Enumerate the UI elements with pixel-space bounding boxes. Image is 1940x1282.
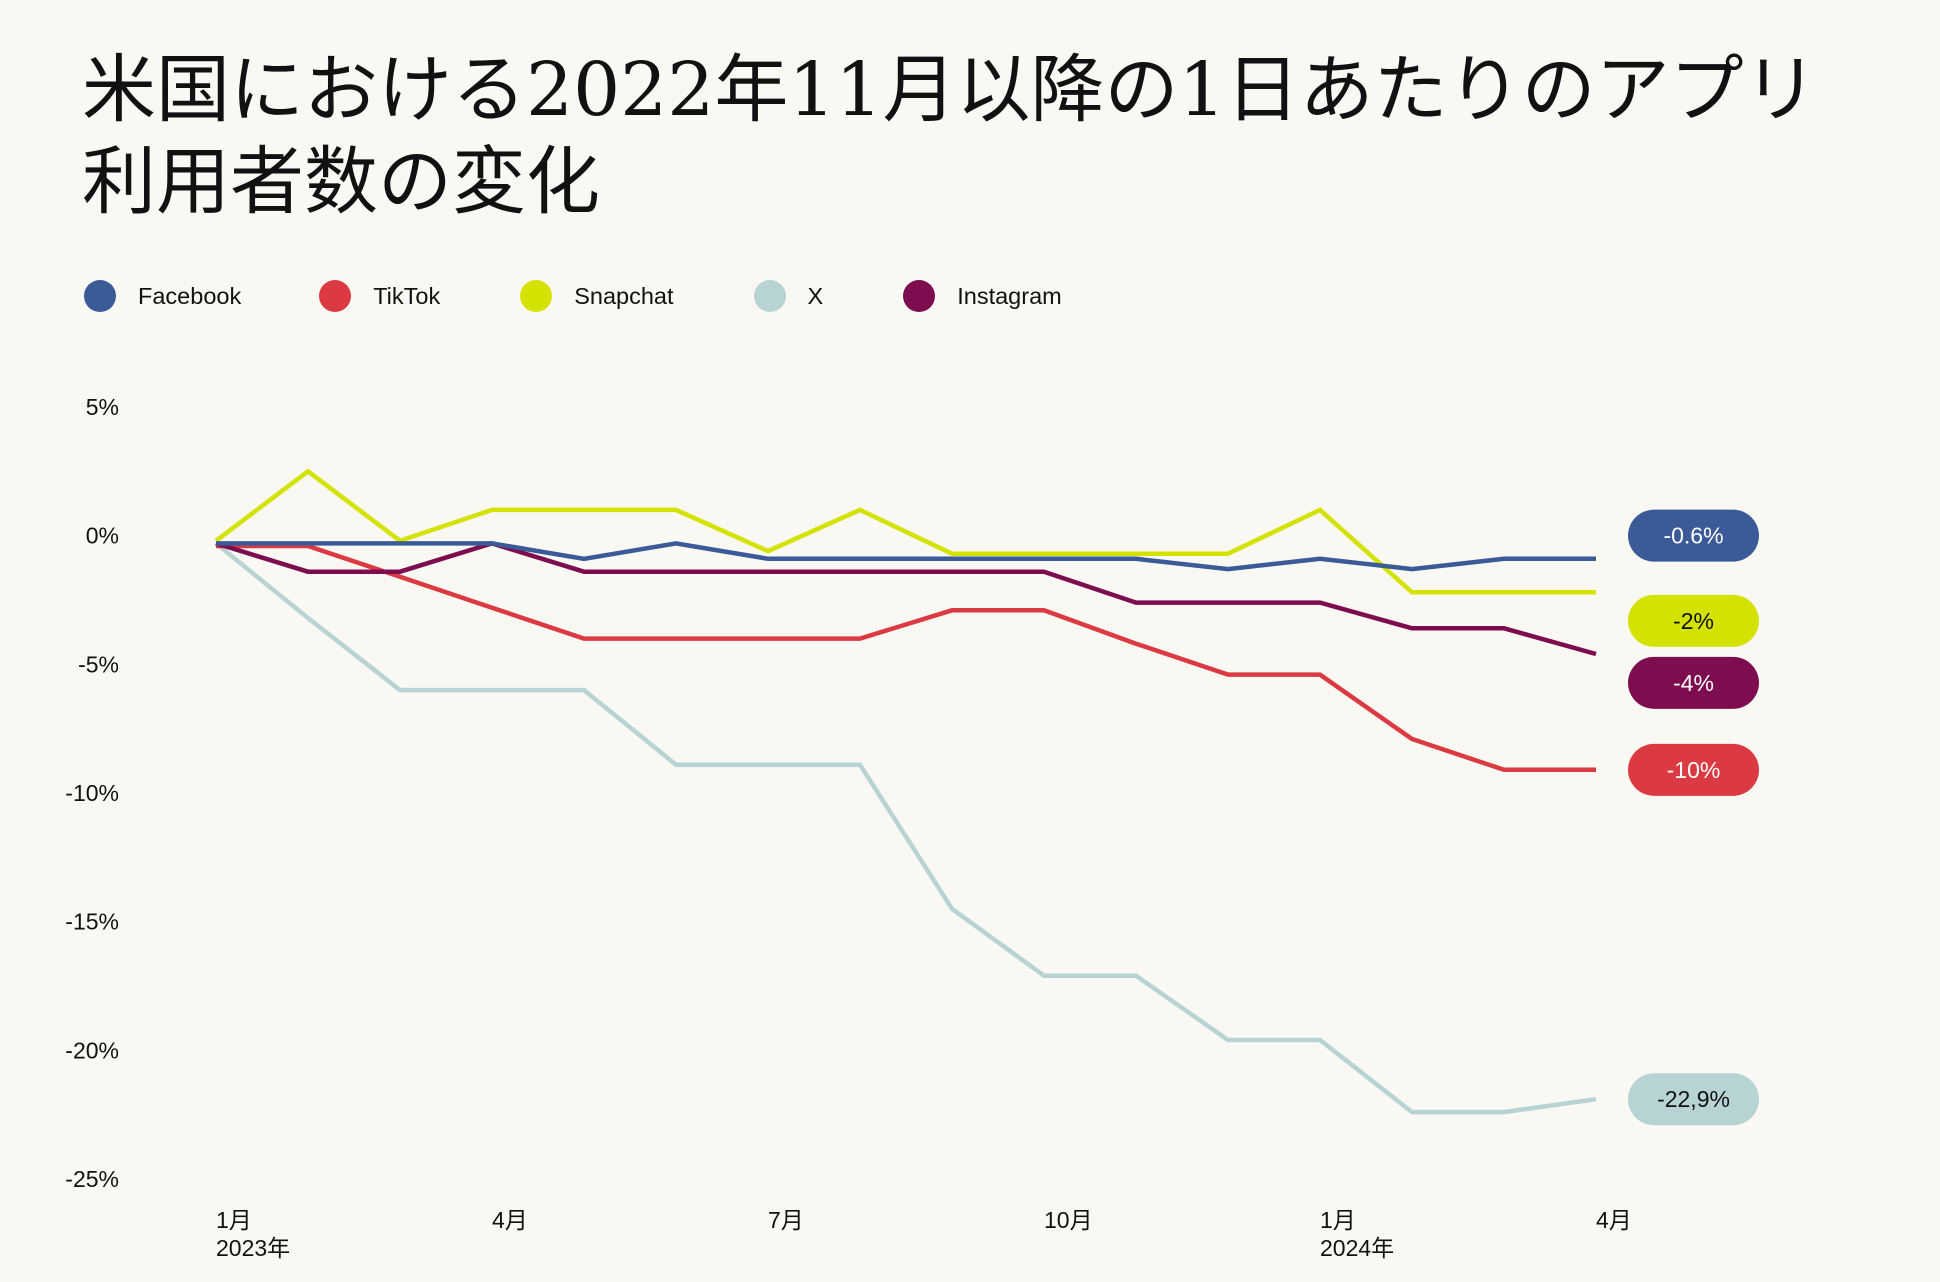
legend-swatch: [520, 280, 553, 312]
legend-swatch: [84, 280, 116, 312]
x-tick-label: 1月: [1320, 1207, 1356, 1233]
legend-label: Instagram: [957, 282, 1062, 309]
x-tick-label: 4月: [492, 1207, 528, 1233]
x-tick-label: 7月: [768, 1207, 804, 1233]
legend-item-facebook: Facebook: [84, 280, 241, 312]
end-label-badge-instagram: [1628, 656, 1759, 709]
y-tick-label: -20%: [65, 1037, 119, 1063]
y-tick-label: -25%: [65, 1166, 119, 1192]
x-tick-sublabel: 2024年: [1320, 1235, 1394, 1261]
series-line-instagram: [215, 541, 1597, 657]
legend: Facebook TikTok Snapchat X Instagram: [84, 280, 1062, 312]
chart-title: 米国における2022年11月以降の1日あたりのアプリ利用者数の変化: [82, 47, 1818, 225]
legend-label: Snapchat: [574, 282, 674, 309]
y-tick-label: 5%: [86, 394, 119, 420]
legend-item-snapchat: Snapchat: [520, 280, 674, 312]
end-label-text: -0.6%: [1663, 523, 1723, 549]
legend-item-tiktok: TikTok: [319, 280, 440, 312]
x-tick-label: 10月: [1044, 1207, 1093, 1233]
end-label-badge-snapchat: [1628, 594, 1759, 647]
series-line-facebook: [216, 541, 1596, 572]
end-label-badge-tiktok: [1628, 743, 1759, 796]
x-tick-sublabel: 2023年: [216, 1235, 290, 1261]
legend-item-x: X: [753, 280, 824, 312]
end-label-badge-x: [1628, 1073, 1759, 1126]
legend-item-instagram: Instagram: [903, 280, 1062, 312]
legend-label: TikTok: [373, 282, 441, 309]
series-line-tiktok: [216, 543, 1596, 773]
y-tick-label: 0%: [86, 523, 119, 549]
legend-label: X: [807, 282, 824, 309]
end-label-text: -22,9%: [1657, 1086, 1730, 1112]
end-label-badge-facebook: [1628, 509, 1759, 562]
legend-swatch: [753, 280, 786, 312]
end-label-text: -4%: [1673, 670, 1714, 696]
y-tick-label: -5%: [78, 651, 119, 677]
end-label-text: -2%: [1673, 608, 1714, 634]
x-tick-label: 4月: [1596, 1207, 1632, 1233]
y-tick-label: -15%: [65, 909, 119, 935]
legend-swatch: [903, 280, 936, 312]
series-line-x: [214, 541, 1597, 1115]
x-tick-label: 1月: [216, 1207, 252, 1233]
series-line-snapchat: [214, 468, 1596, 595]
end-label-text: -10%: [1667, 757, 1721, 783]
legend-label: Facebook: [138, 282, 242, 309]
legend-swatch: [319, 280, 352, 312]
y-tick-label: -10%: [65, 780, 119, 806]
